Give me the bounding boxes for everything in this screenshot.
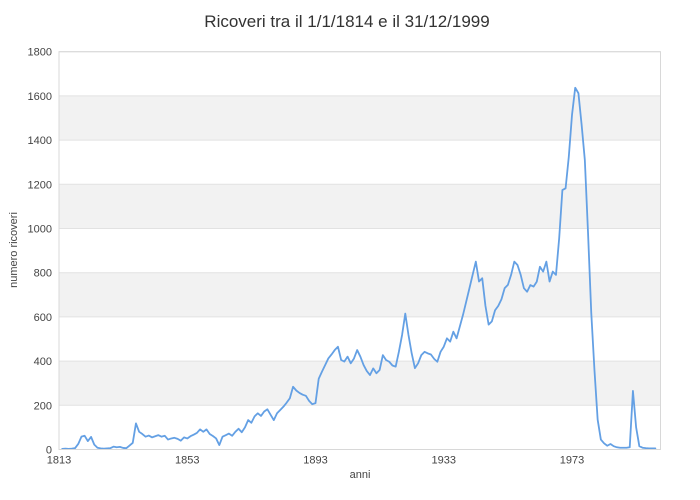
- data-series-layer: [61, 86, 657, 450]
- y-tick-label: 800: [34, 268, 52, 280]
- x-tick-label: 1973: [560, 455, 584, 467]
- y-tick-label: 200: [34, 400, 52, 412]
- tick-labels-layer: 0 200 400 600 800 1000 1200 1400 1600 1800 1813 185…: [28, 47, 585, 467]
- y-tick-label: 1200: [28, 179, 52, 191]
- plot-band: [59, 184, 661, 229]
- x-tick-label: 1893: [303, 455, 327, 467]
- y-tick-label: 1600: [28, 91, 52, 103]
- chart-title: Ricoveri tra il 1/1/1814 e il 31/12/1999: [204, 12, 489, 31]
- data-line: [61, 86, 657, 450]
- x-tick-label: 1933: [432, 455, 456, 467]
- plot-band: [59, 361, 661, 406]
- y-tick-label: 600: [34, 312, 52, 324]
- y-axis-title: numero ricoveri: [8, 212, 20, 288]
- x-tick-label: 1813: [47, 455, 71, 467]
- x-axis-title: anni: [350, 469, 371, 481]
- plot-border: [58, 51, 661, 450]
- y-tick-label: 400: [34, 356, 52, 368]
- plot-band: [59, 95, 661, 141]
- plot-bands-layer: [59, 95, 661, 406]
- x-tick-label: 1853: [175, 455, 199, 467]
- y-tick-label: 1400: [28, 135, 52, 147]
- plot-band: [59, 272, 661, 317]
- y-tick-label: 1800: [28, 47, 52, 59]
- y-tick-label: 0: [46, 445, 52, 457]
- plot-frame-layer: [58, 51, 661, 450]
- y-tick-label: 1000: [28, 224, 52, 236]
